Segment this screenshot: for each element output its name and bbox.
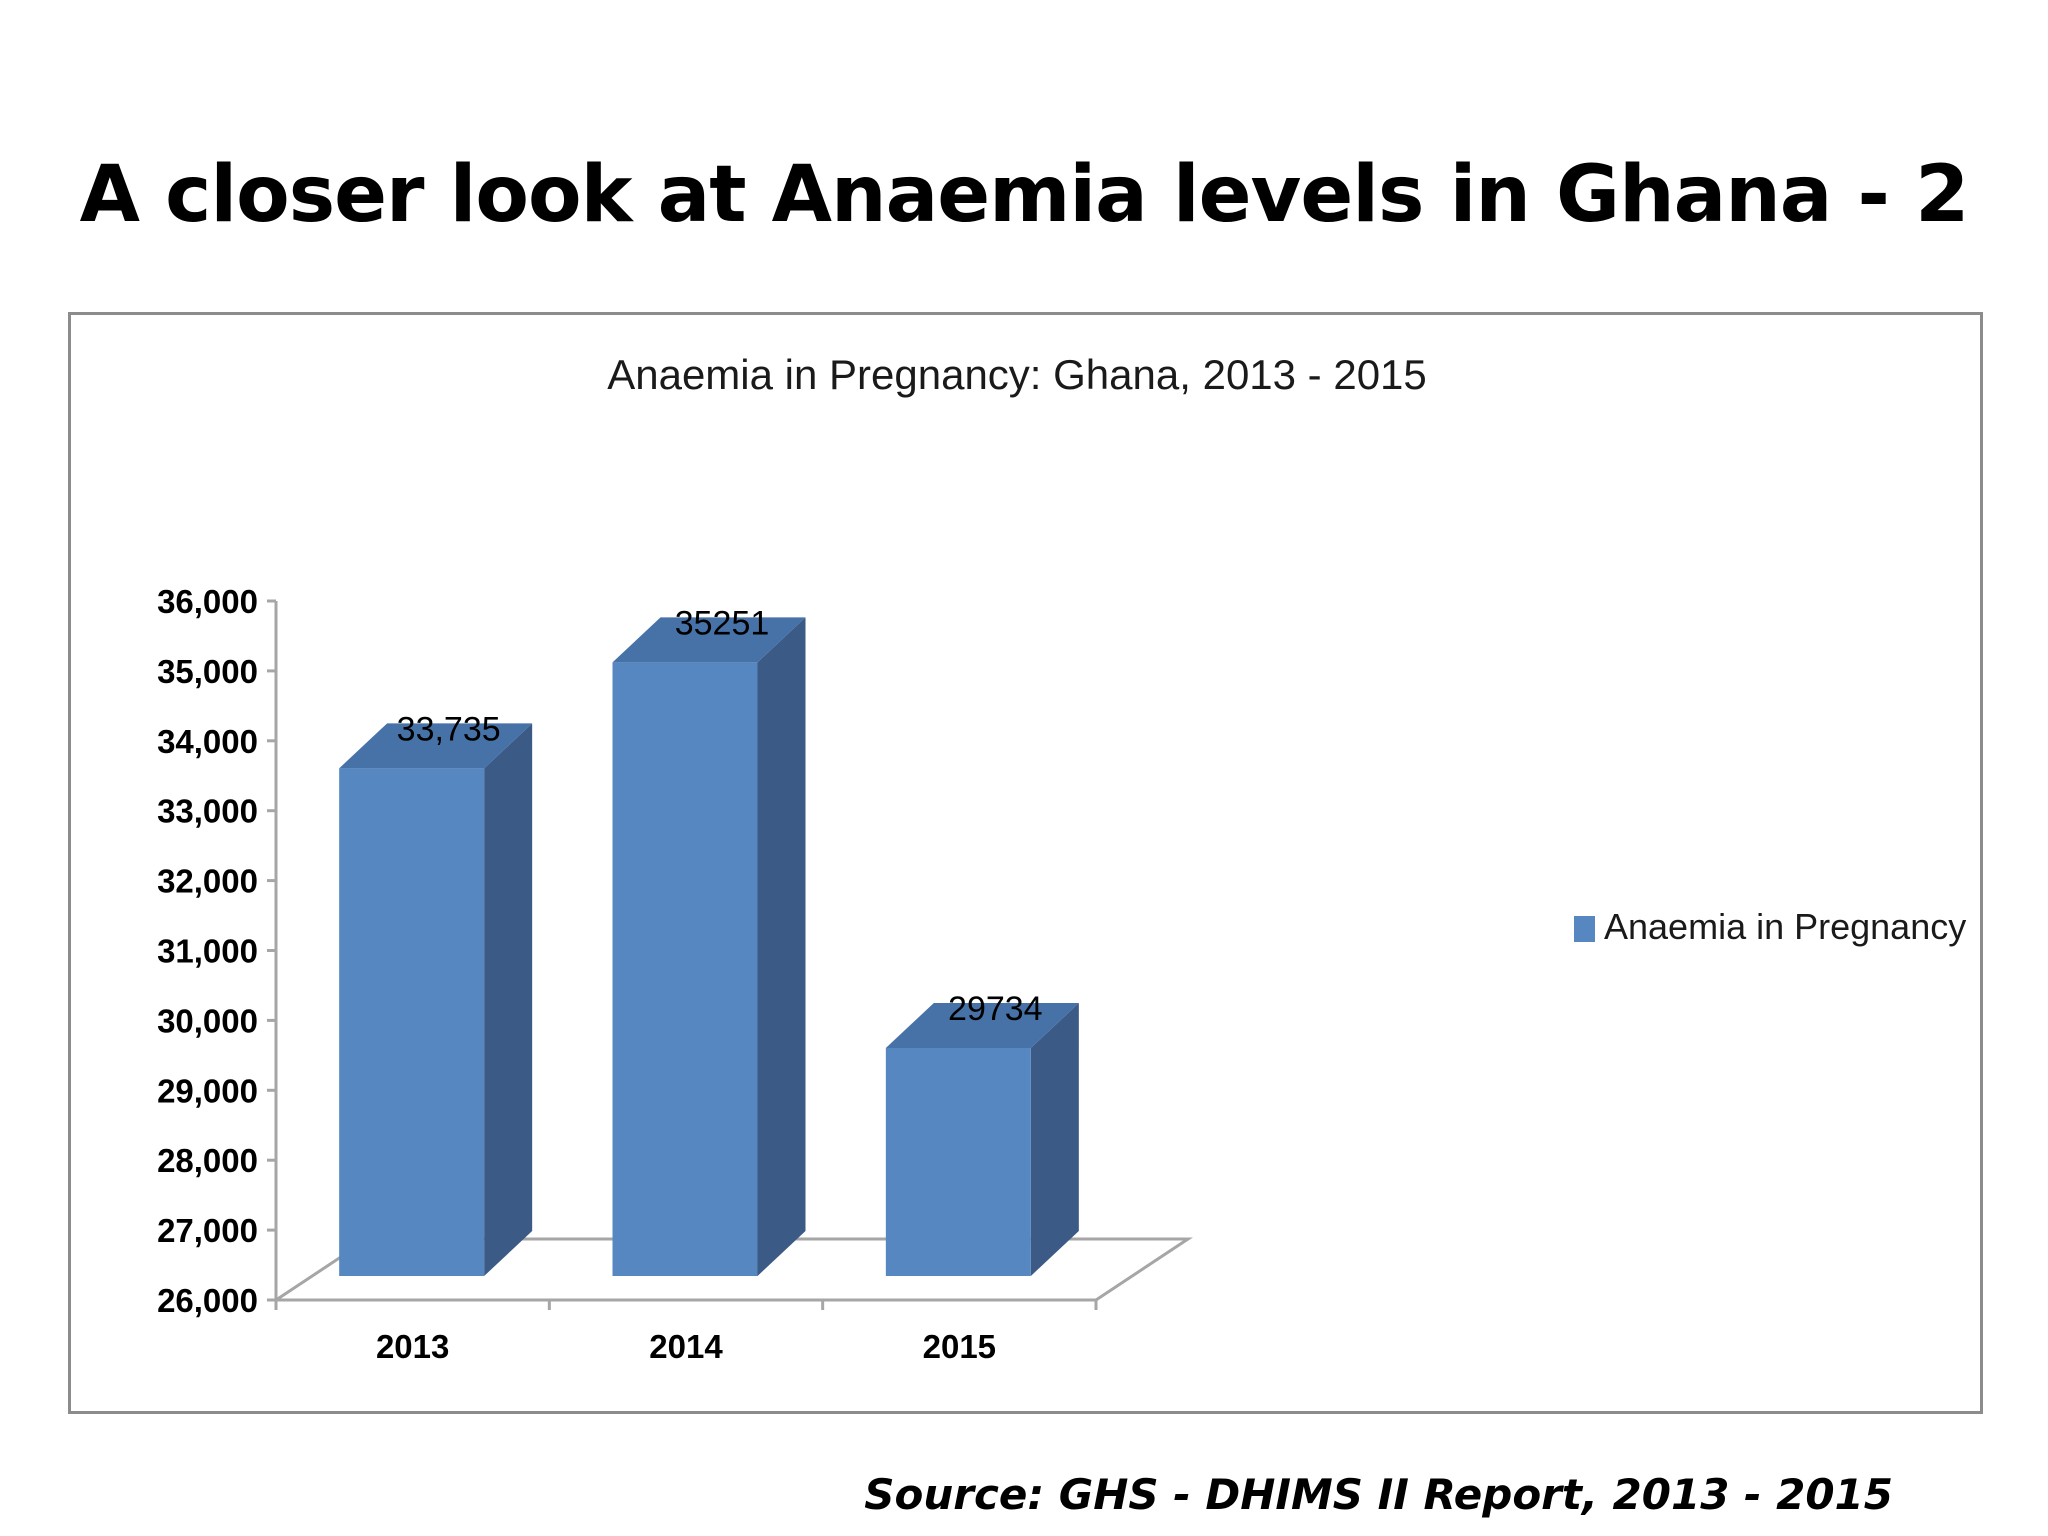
y-tick-label: 32,000 [157, 863, 258, 900]
x-tick-label: 2013 [376, 1328, 449, 1365]
data-label: 29734 [948, 990, 1043, 1028]
legend-swatch [1574, 916, 1595, 942]
bar [612, 617, 806, 1276]
chart-title: Anaemia in Pregnancy: Ghana, 2013 - 2015 [607, 351, 1427, 398]
bar-front [612, 662, 758, 1276]
bar-side [1030, 1002, 1079, 1276]
bar-front [885, 1047, 1031, 1276]
y-tick-label: 33,000 [157, 793, 258, 830]
y-tick-label: 27,000 [157, 1212, 258, 1249]
y-tick-label: 36,000 [157, 583, 258, 620]
y-tick-label: 30,000 [157, 1002, 258, 1039]
y-tick-label: 26,000 [157, 1282, 258, 1319]
x-axis: 2013 2014 2015 [274, 1298, 1098, 1365]
data-label: 33,735 [397, 710, 501, 748]
data-labels: 33,735 35251 29734 [397, 604, 1043, 1028]
legend: Anaemia in Pregnancy [1574, 906, 1966, 947]
y-tick-label: 29,000 [157, 1072, 258, 1109]
y-tick-label: 35,000 [157, 653, 258, 690]
bar [885, 1002, 1079, 1276]
y-axis: 26,000 27,000 28,000 29,000 30,000 31,000 32,0… [157, 583, 278, 1319]
bar-front [339, 768, 485, 1276]
data-label: 35251 [675, 604, 770, 642]
y-tick-label: 34,000 [157, 723, 258, 760]
slide-title: A closer look at Anaemia levels in Ghana… [79, 150, 1970, 240]
bar-top [339, 723, 533, 769]
bar-side [484, 723, 533, 1276]
x-tick-label: 2014 [649, 1328, 723, 1365]
bar-chart: Anaemia in Pregnancy: Ghana, 2013 - 2015… [157, 351, 1966, 1365]
source-note: Source: GHS - DHIMS II Report, 2013 - 20… [864, 1470, 1893, 1519]
legend-label: Anaemia in Pregnancy [1604, 906, 1966, 947]
bar-top [612, 617, 806, 663]
bar-series [339, 617, 1079, 1276]
bar-top [885, 1002, 1079, 1048]
bar-side [757, 617, 806, 1276]
y-tick-label: 28,000 [157, 1142, 258, 1179]
y-tick-label: 31,000 [157, 933, 258, 970]
x-tick-label: 2015 [923, 1328, 996, 1365]
chart-frame: Anaemia in Pregnancy: Ghana, 2013 - 2015… [68, 312, 1983, 1414]
bar [339, 723, 533, 1276]
